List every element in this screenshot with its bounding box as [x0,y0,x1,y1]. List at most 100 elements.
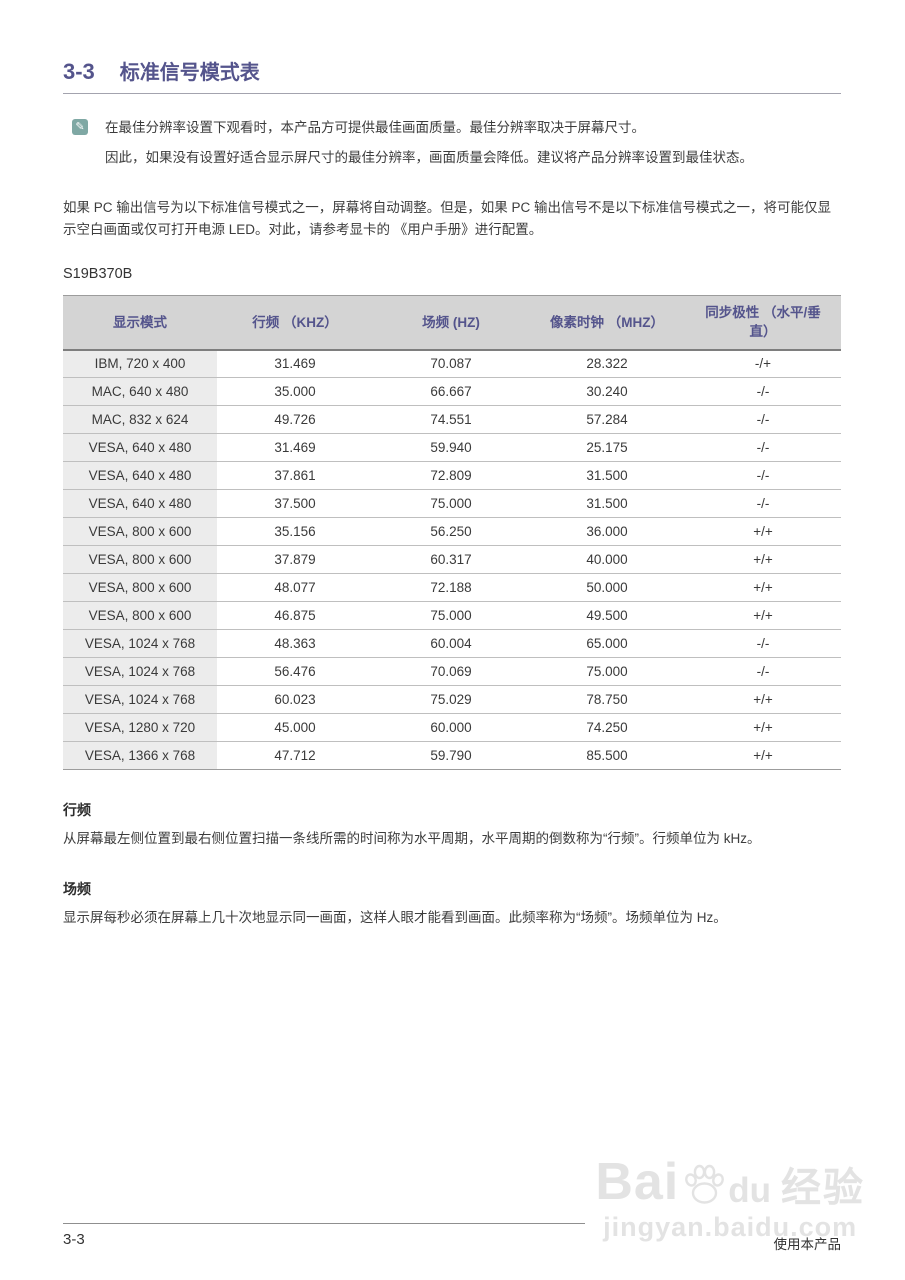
pixel-clock-cell: 65.000 [529,629,685,658]
note-line-2: 因此，如果没有设置好适合显示屏尺寸的最佳分辨率，画面质量会降低。建议将产品分辨率… [105,150,753,165]
hfreq-cell: 47.712 [217,741,374,770]
mode-cell: IBM, 720 x 400 [63,349,218,378]
vfreq-cell: 74.551 [373,405,529,434]
vfreq-cell: 75.000 [373,489,529,518]
mode-cell: MAC, 640 x 480 [63,377,218,406]
pixel-clock-cell: 78.750 [529,685,685,714]
table-row: VESA, 800 x 600 48.077 72.188 50.000 +/+ [63,573,841,602]
table-row: MAC, 832 x 624 49.726 74.551 57.284 -/- [63,405,841,434]
table-row: VESA, 1280 x 720 45.000 60.000 74.250 +/… [63,713,841,742]
hfreq-cell: 31.469 [217,433,374,462]
pixel-clock-cell: 74.250 [529,713,685,742]
pixel-clock-cell: 30.240 [529,377,685,406]
watermark-logo: Bai du 经验 [595,1156,865,1208]
vfreq-cell: 70.087 [373,349,529,378]
sync-polarity-cell: -/- [684,405,841,434]
footer-section-label: 使用本产品 [773,1237,842,1252]
sync-polarity-cell: -/- [684,489,841,518]
vfreq-cell: 59.940 [373,433,529,462]
sync-polarity-cell: +/+ [684,741,841,770]
baidu-jingyan-watermark: Bai du 经验 jingyan.baidu.com [585,1154,871,1251]
mode-cell: VESA, 1280 x 720 [63,713,218,742]
vfreq-cell: 75.000 [373,601,529,630]
model-name: S19B370B [63,266,133,282]
vfreq-cell: 70.069 [373,657,529,686]
title-divider [63,93,841,94]
pixel-clock-cell: 25.175 [529,433,685,462]
section-title: 标准信号模式表 [119,62,260,84]
table-row: VESA, 640 x 480 37.500 75.000 31.500 -/- [63,489,841,518]
pixel-clock-cell: 57.284 [529,405,685,434]
vfreq-cell: 72.188 [373,573,529,602]
page-title: 3-3 标准信号模式表 [63,56,841,85]
vfreq-cell: 59.790 [373,741,529,770]
table-row: VESA, 800 x 600 46.875 75.000 49.500 +/+ [63,601,841,630]
watermark-brand-du: du [728,1171,771,1210]
hfreq-cell: 48.077 [217,573,374,602]
sync-polarity-cell: -/+ [684,349,841,378]
intro-paragraph: 如果 PC 输出信号为以下标准信号模式之一，屏幕将自动调整。但是，如果 PC 输… [63,200,832,237]
vfreq-cell: 60.317 [373,545,529,574]
mode-cell: VESA, 1366 x 768 [63,741,218,770]
vfreq-cell: 72.809 [373,461,529,490]
hfreq-cell: 35.156 [217,517,374,546]
pixel-clock-cell: 31.500 [529,461,685,490]
sync-polarity-cell: +/+ [684,601,841,630]
definition-text-vfreq: 显示屏每秒必须在屏幕上几十次地显示同一画面，这样人眼才能看到画面。此频率称为“场… [63,910,727,925]
column-header-display-mode: 显示模式 [63,295,218,351]
hfreq-cell: 37.861 [217,461,374,490]
sync-polarity-cell: +/+ [684,573,841,602]
definition-term-hfreq: 行频 [63,802,91,818]
paw-icon [685,1164,725,1204]
mode-cell: VESA, 640 x 480 [63,461,218,490]
definition-term-vfreq: 场频 [63,881,91,897]
column-header-sync-polarity: 同步极性 （水平/垂直） [684,295,841,351]
table-row: VESA, 1024 x 768 56.476 70.069 75.000 -/… [63,657,841,686]
mode-cell: VESA, 1024 x 768 [63,657,218,686]
pixel-clock-cell: 75.000 [529,657,685,686]
sync-polarity-cell: -/- [684,377,841,406]
column-header-vfreq: 场频 (HZ) [373,295,529,351]
section-number: 3-3 [63,59,95,84]
page-content: 3-3 标准信号模式表 ✎ 在最佳分辨率设置下观看时，本产品方可提供最佳画面质量… [63,0,841,928]
hfreq-cell: 48.363 [217,629,374,658]
sync-polarity-cell: -/- [684,657,841,686]
table-row: VESA, 640 x 480 37.861 72.809 31.500 -/- [63,461,841,490]
column-header-hfreq: 行频 （KHZ） [217,295,374,351]
sync-polarity-cell: -/- [684,461,841,490]
sync-polarity-cell: -/- [684,433,841,462]
hfreq-cell: 45.000 [217,713,374,742]
table-row: MAC, 640 x 480 35.000 66.667 30.240 -/- [63,377,841,406]
watermark-brand-suffix: 经验 [781,1166,865,1210]
table-row: VESA, 1024 x 768 60.023 75.029 78.750 +/… [63,685,841,714]
sync-polarity-cell: +/+ [684,517,841,546]
pixel-clock-cell: 49.500 [529,601,685,630]
table-header-row: 显示模式 行频 （KHZ） 场频 (HZ) 像素时钟 （MHZ） 同步极性 （水… [63,295,841,351]
table-row: VESA, 1024 x 768 48.363 60.004 65.000 -/… [63,629,841,658]
mode-cell: VESA, 1024 x 768 [63,685,218,714]
pixel-clock-cell: 85.500 [529,741,685,770]
vfreq-cell: 60.004 [373,629,529,658]
table-row: VESA, 800 x 600 35.156 56.250 36.000 +/+ [63,517,841,546]
hfreq-cell: 60.023 [217,685,374,714]
table-row: VESA, 1366 x 768 47.712 59.790 85.500 +/… [63,741,841,770]
table-row: VESA, 800 x 600 37.879 60.317 40.000 +/+ [63,545,841,574]
sync-polarity-cell: +/+ [684,545,841,574]
standard-signal-mode-table: 显示模式 行频 （KHZ） 场频 (HZ) 像素时钟 （MHZ） 同步极性 （水… [63,295,841,770]
hfreq-cell: 46.875 [217,601,374,630]
vfreq-cell: 60.000 [373,713,529,742]
sync-polarity-cell: -/- [684,629,841,658]
hfreq-cell: 56.476 [217,657,374,686]
mode-cell: MAC, 832 x 624 [63,405,218,434]
hfreq-cell: 37.500 [217,489,374,518]
vfreq-cell: 56.250 [373,517,529,546]
watermark-url: jingyan.baidu.com [603,1212,858,1242]
column-header-pixel-clock: 像素时钟 （MHZ） [529,295,685,351]
pixel-clock-cell: 40.000 [529,545,685,574]
pixel-clock-cell: 36.000 [529,517,685,546]
sync-polarity-cell: +/+ [684,685,841,714]
mode-cell: VESA, 640 x 480 [63,433,218,462]
note-pencil-icon: ✎ [72,119,88,135]
hfreq-cell: 35.000 [217,377,374,406]
